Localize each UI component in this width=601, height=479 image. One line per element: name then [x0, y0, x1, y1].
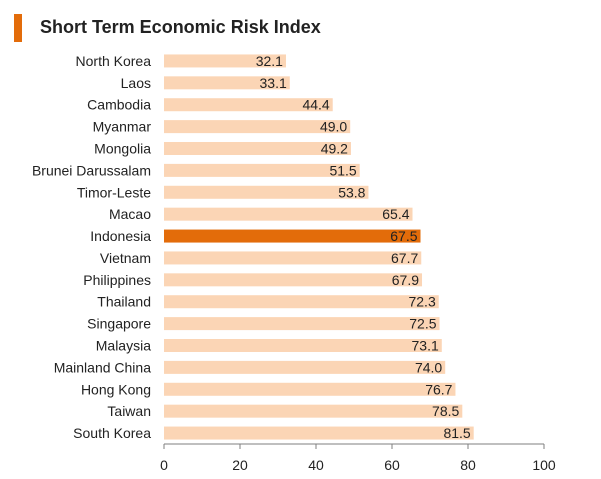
value-label: 74.0: [415, 359, 442, 375]
x-tick-label: 20: [232, 457, 248, 473]
category-label: Macao: [109, 206, 151, 222]
bar-singapore: [164, 317, 440, 331]
bar-south-korea: [164, 426, 474, 440]
value-label: 76.7: [425, 381, 452, 397]
bar-myanmar: [164, 120, 351, 134]
category-label: Mongolia: [94, 141, 151, 157]
value-label: 67.9: [392, 272, 419, 288]
bar-malaysia: [164, 339, 442, 352]
title-accent-bar: [14, 14, 22, 42]
x-axis: 0 20 40 60 80 100: [160, 443, 556, 473]
x-tick-label: 40: [308, 457, 324, 473]
category-label: Taiwan: [107, 403, 151, 419]
bar-timor-leste: [164, 185, 369, 199]
category-label: South Korea: [73, 425, 151, 441]
bar-hong-kong: [164, 382, 456, 396]
category-label: Philippines: [83, 272, 151, 288]
category-label: Laos: [121, 75, 151, 91]
category-labels-group: North Korea Laos Cambodia Myanmar Mongolia Br…: [32, 53, 151, 441]
value-label: 49.0: [320, 119, 347, 135]
value-label: 73.1: [412, 338, 439, 354]
value-label: 65.4: [382, 206, 409, 222]
category-label: Mainland China: [54, 359, 151, 375]
value-label: 81.5: [443, 425, 470, 441]
category-label: Vietnam: [100, 250, 151, 266]
bar-vietnam: [164, 251, 422, 265]
value-label: 72.3: [408, 294, 435, 310]
bar-philippines: [164, 273, 423, 287]
x-tick-label: 100: [532, 457, 556, 473]
bar-thailand: [164, 295, 439, 309]
bar-macao: [164, 207, 413, 221]
value-label: 72.5: [409, 316, 436, 332]
chart-title: Short Term Economic Risk Index: [40, 17, 321, 37]
value-labels-group: 32.1 33.1 44.4 49.0 49.2 51.5 53.8 65.4 67.5 67.7…: [256, 53, 471, 441]
category-label: Indonesia: [90, 228, 151, 244]
bar-mongolia: [164, 142, 351, 155]
category-label: Singapore: [87, 316, 151, 332]
value-label: 49.2: [321, 141, 348, 157]
bars-group: [164, 54, 474, 440]
bar-mainland-china: [164, 360, 446, 374]
category-label: North Korea: [76, 53, 152, 69]
value-label: 67.7: [391, 250, 418, 266]
bar-taiwan: [164, 404, 463, 418]
category-label: Cambodia: [87, 97, 151, 113]
category-label: Thailand: [97, 294, 151, 310]
bar-north-korea: [164, 54, 286, 68]
category-label: Myanmar: [93, 119, 152, 135]
value-label: 67.5: [390, 228, 417, 244]
x-tick-label: 0: [160, 457, 168, 473]
value-label: 32.1: [256, 53, 283, 69]
category-label: Malaysia: [96, 338, 151, 354]
x-tick-label: 60: [384, 457, 400, 473]
value-label: 51.5: [329, 162, 356, 178]
value-label: 78.5: [432, 403, 459, 419]
value-label: 53.8: [338, 184, 365, 200]
bar-indonesia: [164, 229, 421, 243]
category-label: Timor-Leste: [77, 184, 151, 200]
bar-brunei-darussalam: [164, 163, 360, 177]
x-tick-label: 80: [460, 457, 476, 473]
category-label: Brunei Darussalam: [32, 162, 151, 178]
value-label: 33.1: [260, 75, 287, 91]
value-label: 44.4: [302, 97, 329, 113]
category-label: Hong Kong: [81, 381, 151, 397]
bar-laos: [164, 76, 290, 90]
bar-cambodia: [164, 98, 333, 112]
